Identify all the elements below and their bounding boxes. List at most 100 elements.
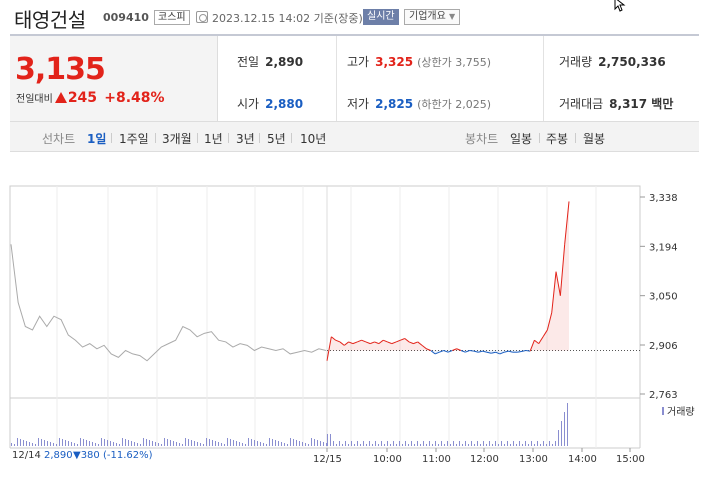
x-tick-label: 14:00 (568, 454, 597, 465)
period-5y[interactable]: 5년 (267, 132, 286, 146)
period-1w[interactable]: 1주일 (119, 132, 149, 146)
volume-bar (278, 441, 279, 446)
volume-bar (546, 444, 547, 446)
price-line-segment (486, 351, 492, 354)
volume-bar (59, 438, 60, 446)
volume-bar (444, 444, 445, 446)
volume-bar (113, 442, 114, 446)
volume-bar (260, 442, 261, 446)
change-value: 245 (67, 90, 98, 106)
volume-bar (74, 443, 75, 446)
price-line-segment (525, 349, 531, 352)
volume-bar (281, 442, 282, 446)
volume-bar (35, 444, 36, 446)
price-area-segment (551, 271, 557, 351)
volume-bar (266, 444, 267, 446)
price-line-segment (469, 349, 475, 352)
stock-name: 태영건설 (14, 8, 86, 32)
volume-bar (83, 439, 84, 446)
volume-bar (384, 444, 385, 446)
volume-bar (173, 441, 174, 446)
x-tick-label: 12/15 (313, 454, 342, 465)
company-info-label: 기업개요 (409, 11, 446, 22)
price-line-segment (404, 338, 410, 343)
volume-cell: 거래량 2,750,336 (559, 53, 666, 70)
volume-bar (104, 439, 105, 446)
volume-bar (263, 443, 264, 446)
volume-bar (14, 444, 15, 446)
price-line-segment (482, 350, 488, 353)
period-3y[interactable]: 3년 (236, 132, 255, 146)
realtime-button[interactable]: 실시간 (363, 9, 399, 25)
volume-bar (185, 438, 186, 446)
volume-bar (257, 441, 258, 446)
volume-bar (378, 444, 379, 446)
volume-bar (92, 442, 93, 446)
candle-daily[interactable]: 일봉 (510, 132, 533, 146)
volume-bar (510, 444, 511, 446)
volume-bar (429, 441, 430, 446)
volume-bar (26, 441, 27, 446)
period-1d[interactable]: 1일 (87, 132, 107, 146)
candle-weekly[interactable]: 주봉 (546, 132, 569, 146)
volume-bar (299, 441, 300, 446)
price-line-segment (365, 341, 371, 345)
period-3m[interactable]: 3개월 (162, 132, 192, 146)
timestamp: 2023.12.15 14:02 기준(장중) (212, 12, 363, 25)
volume-bar (492, 444, 493, 446)
price-area-segment (387, 341, 392, 351)
period-10y[interactable]: 10년 (300, 132, 327, 146)
open-value: 2,880 (265, 97, 304, 111)
volume-bar (348, 444, 349, 446)
volume-bar (549, 441, 550, 446)
volume-bar (468, 444, 469, 446)
volume-bar (486, 444, 487, 446)
price-line-segment (357, 339, 362, 343)
divider (291, 133, 292, 143)
x-axis-ticks: 12/15 10:00 11:00 12:00 13:00 14:00 15:00 (313, 448, 645, 465)
low-cell: 저가 2,825 (하한가 2,025) (347, 95, 491, 112)
candle-monthly[interactable]: 월봉 (583, 132, 606, 146)
volume-bar (122, 438, 123, 446)
price-area-segment (538, 336, 544, 351)
volume-bar (101, 438, 102, 446)
stock-code: 009410 (103, 11, 149, 24)
volume-bar (543, 441, 544, 446)
volume-bar (209, 439, 210, 446)
volume-bar (420, 444, 421, 446)
price-line-segment (521, 350, 526, 353)
volume-bar (137, 443, 138, 446)
price-line-segment (395, 339, 401, 343)
volume-bar (537, 441, 538, 446)
volume-bar (197, 442, 198, 446)
volume-bar (564, 412, 565, 446)
volume-bar (182, 444, 183, 446)
volume-bar (426, 444, 427, 446)
period-1y[interactable]: 1년 (204, 132, 223, 146)
change-percent: +8.48% (104, 90, 165, 106)
price-area-segment (400, 338, 405, 351)
candle-chart-label: 봉차트 (465, 132, 499, 146)
volume-bar (534, 444, 535, 446)
price-line-segment (382, 339, 388, 343)
volume-bar (86, 440, 87, 446)
volume-bar (320, 441, 321, 446)
high-label: 고가 (347, 55, 370, 69)
volume-bar (212, 440, 213, 446)
volume-bar (284, 443, 285, 446)
price-line-segment (374, 341, 380, 345)
current-price: 3,135 (15, 52, 106, 87)
price-area-segment (339, 341, 345, 351)
price-line-segment (555, 271, 561, 296)
price-line-segment (430, 350, 436, 355)
price-area-segment (417, 341, 423, 351)
open-cell: 시가 2,880 (237, 95, 303, 112)
volume-bar (236, 441, 237, 446)
volume-bar (432, 444, 433, 446)
price-line-segment (517, 351, 522, 353)
volume-bar (71, 442, 72, 446)
volume-bar (531, 441, 532, 446)
volume-bar (107, 440, 108, 446)
company-info-button[interactable]: 기업개요 ▼ (404, 9, 461, 25)
prev-close-cell: 전일 2,890 (237, 53, 303, 70)
